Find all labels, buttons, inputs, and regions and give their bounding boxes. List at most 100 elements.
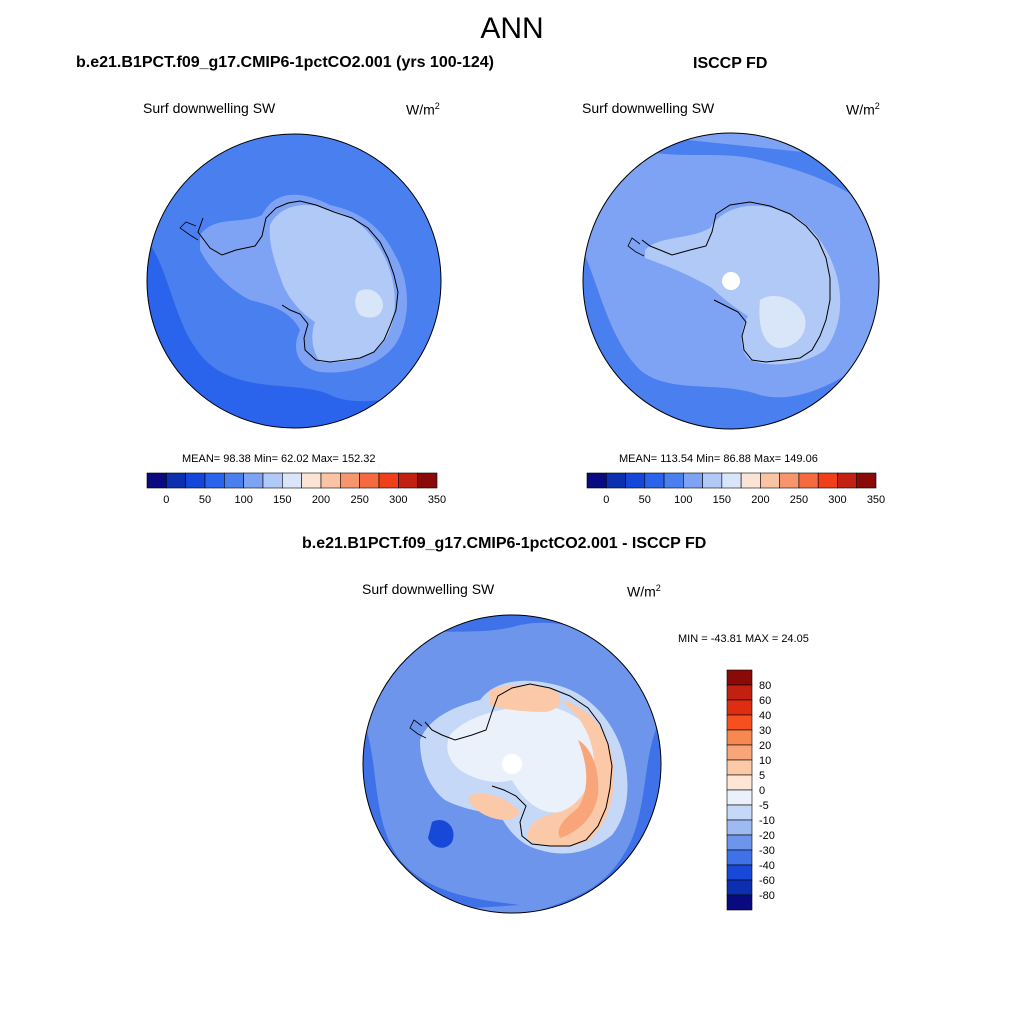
page-title: ANN xyxy=(480,12,544,45)
panel-3-units: W/m2 xyxy=(627,583,661,600)
colorbar-swatch xyxy=(726,894,753,911)
colorbar-tick-label: 350 xyxy=(867,494,885,506)
colorbar-swatch xyxy=(726,804,753,821)
panel-2-units: W/m2 xyxy=(846,101,880,118)
colorbar-tick-label: 50 xyxy=(199,494,211,506)
colorbar-swatch xyxy=(726,684,753,701)
colorbar-swatch xyxy=(586,472,607,489)
map-1-model xyxy=(147,134,441,428)
colorbar-swatch xyxy=(417,472,438,489)
map-2-mid-ocean-north xyxy=(640,135,879,200)
map-2-coastline xyxy=(641,201,831,363)
colorbar-tick-label: 150 xyxy=(273,494,291,506)
colorbar-swatch xyxy=(726,729,753,746)
map-1-coastline-peninsula xyxy=(179,221,199,241)
colorbar-swatch xyxy=(726,789,753,806)
panel-1-units: W/m2 xyxy=(406,101,440,118)
colorbar-swatch xyxy=(359,472,380,489)
colorbar-swatch xyxy=(605,472,626,489)
colorbar-swatch xyxy=(340,472,360,489)
map-1-ice-sheet xyxy=(269,205,395,363)
colorbar-tick-label: 200 xyxy=(312,494,330,506)
colorbar-swatch xyxy=(166,472,186,489)
colorbar-swatch xyxy=(320,472,341,489)
colorbar-tick-label: -5 xyxy=(759,800,769,812)
colorbar-swatch xyxy=(625,472,646,489)
map-3-border xyxy=(362,614,662,914)
colorbar-swatch xyxy=(798,472,819,489)
panel-2-field-label: Surf downwelling SW xyxy=(582,100,715,116)
colorbar-tick-label: -30 xyxy=(759,845,775,857)
colorbar-swatch xyxy=(856,472,877,489)
colorbar-swatch xyxy=(726,819,753,836)
colorbar-tick-label: -60 xyxy=(759,875,775,887)
colorbar-swatch xyxy=(726,744,753,761)
colorbar-tick-label: 200 xyxy=(751,494,769,506)
colorbar-tick-label: -20 xyxy=(759,830,775,842)
colorbar-tick-label: 100 xyxy=(234,494,252,506)
colorbar-swatch xyxy=(204,472,225,489)
map-2-ice-interior xyxy=(759,296,806,348)
colorbar-tick-label: -40 xyxy=(759,860,775,872)
panel-3-field-label: Surf downwelling SW xyxy=(362,581,495,597)
colorbar-tick-label: 10 xyxy=(759,755,771,767)
map-3-coastline-peninsula xyxy=(409,719,427,739)
colorbar-tick-label: 0 xyxy=(759,785,765,797)
map-1-border xyxy=(146,133,442,429)
colorbar-tick-label: 250 xyxy=(350,494,368,506)
panel-3-title: b.e21.B1PCT.f09_g17.CMIP6-1pctCO2.001 - … xyxy=(302,535,707,552)
colorbar-swatch xyxy=(702,472,723,489)
colorbar-swatch xyxy=(301,472,322,489)
map-3-ice-pale xyxy=(447,704,602,813)
map-1-coastline xyxy=(197,200,399,363)
colorbar-tick-label: 0 xyxy=(603,494,609,506)
colorbar-swatch xyxy=(262,472,283,489)
colorbar-swatch xyxy=(146,472,167,489)
colorbar-swatch xyxy=(398,472,418,489)
panel-1-stats: MEAN= 98.38 Min= 62.02 Max= 152.32 xyxy=(182,453,376,465)
colorbar-swatch xyxy=(644,472,665,489)
colorbar-difference: 80 60 40 30 20 10 5 0 -5 -10 -20 -30 -40 -60 -80 xyxy=(726,669,775,911)
map-2-missing-pole xyxy=(722,272,740,290)
colorbar-tick-label: 0 xyxy=(163,494,169,506)
panel-2-stats: MEAN= 113.54 Min= 86.88 Max= 149.06 xyxy=(619,453,818,465)
colorbar-panel-1: 0 50 100 150 200 250 300 350 xyxy=(146,472,446,506)
colorbar-tick-label: 300 xyxy=(828,494,846,506)
colorbar-tick-label: 60 xyxy=(759,695,771,707)
colorbar-swatch xyxy=(663,472,684,489)
colorbar-swatch xyxy=(726,774,753,791)
colorbar-tick-label: 20 xyxy=(759,740,771,752)
colorbar-swatch xyxy=(243,472,264,489)
colorbar-swatch xyxy=(837,472,858,489)
map-2-observations xyxy=(583,133,879,429)
colorbar-tick-label: 350 xyxy=(428,494,446,506)
colorbar-swatch xyxy=(726,714,753,731)
map-1-ice-interior xyxy=(355,289,383,318)
map-3-warm-ross xyxy=(468,793,520,820)
colorbar-swatch xyxy=(726,849,753,866)
panel-2-title: ISCCP FD xyxy=(693,55,768,72)
map-3-darkest-spot-1 xyxy=(428,820,454,848)
colorbar-swatch xyxy=(740,472,761,489)
colorbar-tick-label: -10 xyxy=(759,815,775,827)
colorbar-tick-label: 100 xyxy=(674,494,692,506)
colorbar-tick-label: -80 xyxy=(759,890,775,902)
colorbar-swatch xyxy=(760,472,780,489)
panel-3-stats: MIN = -43.81 MAX = 24.05 xyxy=(678,633,809,645)
colorbar-tick-label: 40 xyxy=(759,710,771,722)
colorbar-swatch xyxy=(185,472,206,489)
colorbar-swatch xyxy=(726,879,753,896)
colorbar-swatch xyxy=(726,834,753,851)
colorbar-swatch xyxy=(726,864,753,881)
panel-1-field-label: Surf downwelling SW xyxy=(143,100,276,116)
map-2-mid-ocean xyxy=(583,250,879,429)
colorbar-tick-label: 50 xyxy=(639,494,651,506)
colorbar-tick-label: 30 xyxy=(759,725,771,737)
colorbar-swatch xyxy=(779,472,800,489)
colorbar-swatch xyxy=(282,472,302,489)
map-3-missing-pole xyxy=(502,754,522,774)
colorbar-swatch xyxy=(721,472,742,489)
colorbar-swatch xyxy=(726,699,753,716)
colorbar-tick-label: 5 xyxy=(759,770,765,782)
